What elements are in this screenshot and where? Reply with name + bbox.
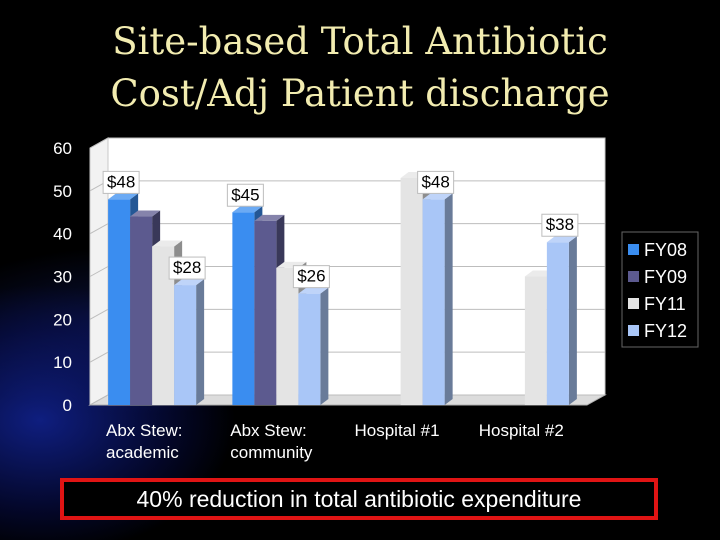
bar-fy11 <box>276 267 299 405</box>
callout-box: 40% reduction in total antibiotic expend… <box>60 478 658 520</box>
bar-top <box>108 193 139 200</box>
data-label-box <box>541 213 579 237</box>
bar-top <box>298 287 329 294</box>
data-label: $26 <box>297 267 325 286</box>
legend-swatch-fy11 <box>628 298 639 309</box>
bar-fy11 <box>400 177 423 405</box>
legend-swatch-fy12 <box>628 325 639 336</box>
data-label: $45 <box>231 185 259 204</box>
bar-fy09 <box>130 216 153 405</box>
y-tick-label: 60 <box>53 139 72 158</box>
gridline-depth <box>89 394 109 406</box>
data-label-box <box>226 183 264 207</box>
bar-fy11 <box>524 276 547 405</box>
slide-title: Site-based Total Antibiotic Cost/Adj Pat… <box>0 16 720 120</box>
data-label: $48 <box>107 172 135 191</box>
gridline-depth <box>89 266 109 277</box>
gridline-depth <box>89 308 109 320</box>
y-tick-label: 40 <box>53 225 72 244</box>
legend-label-fy09: FY09 <box>644 267 687 287</box>
legend-label-fy12: FY12 <box>644 321 687 341</box>
y-tick-label: 20 <box>53 310 72 329</box>
data-label-box <box>417 170 455 194</box>
data-label: $38 <box>546 215 574 234</box>
bar-fy11 <box>152 246 175 405</box>
bar-top <box>232 206 263 213</box>
gridline-depth <box>89 223 109 235</box>
bar-side <box>320 287 329 405</box>
y-tick-label: 30 <box>53 268 72 287</box>
title-line-1: Site-based Total Antibiotic <box>112 20 608 63</box>
x-tick-label: Abx Stew: <box>230 421 307 440</box>
legend-label-fy08: FY08 <box>644 240 687 260</box>
bar-fy12 <box>546 242 569 405</box>
bar-side <box>196 279 205 405</box>
data-label-box <box>102 170 140 194</box>
bar-fy08 <box>232 212 255 405</box>
data-label-box <box>292 265 330 289</box>
bar-top <box>130 210 161 217</box>
x-tick-label: Hospital #2 <box>479 421 564 440</box>
x-tick-label: community <box>230 443 313 462</box>
gridline-depth <box>89 351 109 363</box>
legend-swatch-fy09 <box>628 271 639 282</box>
bar-fy12 <box>422 199 445 405</box>
y-tick-label: 10 <box>53 353 72 372</box>
legend-swatch-fy08 <box>628 244 639 255</box>
bar-fy12 <box>298 293 321 405</box>
bar-top <box>254 214 285 221</box>
data-label-box <box>168 256 206 280</box>
gridline-depth <box>89 137 109 149</box>
bar-fy08 <box>108 199 131 405</box>
bar-side <box>444 193 453 405</box>
y-tick-label: 0 <box>63 396 72 415</box>
callout-text: 40% reduction in total antibiotic expend… <box>136 486 582 512</box>
title-line-2: Cost/Adj Patient discharge <box>110 72 610 115</box>
x-tick-label: Hospital #1 <box>355 421 440 440</box>
bar-fy09 <box>254 220 277 405</box>
bar-top <box>152 240 183 247</box>
x-tick-label: academic <box>106 443 179 462</box>
bar-chart: 0 10 20 30 40 50 60 Abx Stew: academic Abx Stew: c… <box>53 137 699 462</box>
x-tick-label: Abx Stew: <box>106 421 183 440</box>
y-tick-label: 50 <box>53 182 72 201</box>
data-label: $48 <box>421 172 449 191</box>
bar-top <box>174 279 205 286</box>
bar-top <box>546 236 577 243</box>
data-label: $28 <box>173 258 201 277</box>
bar-side <box>568 236 577 405</box>
legend-label-fy11: FY11 <box>644 294 686 314</box>
bar-fy12 <box>174 285 197 405</box>
bar-top <box>422 193 453 200</box>
